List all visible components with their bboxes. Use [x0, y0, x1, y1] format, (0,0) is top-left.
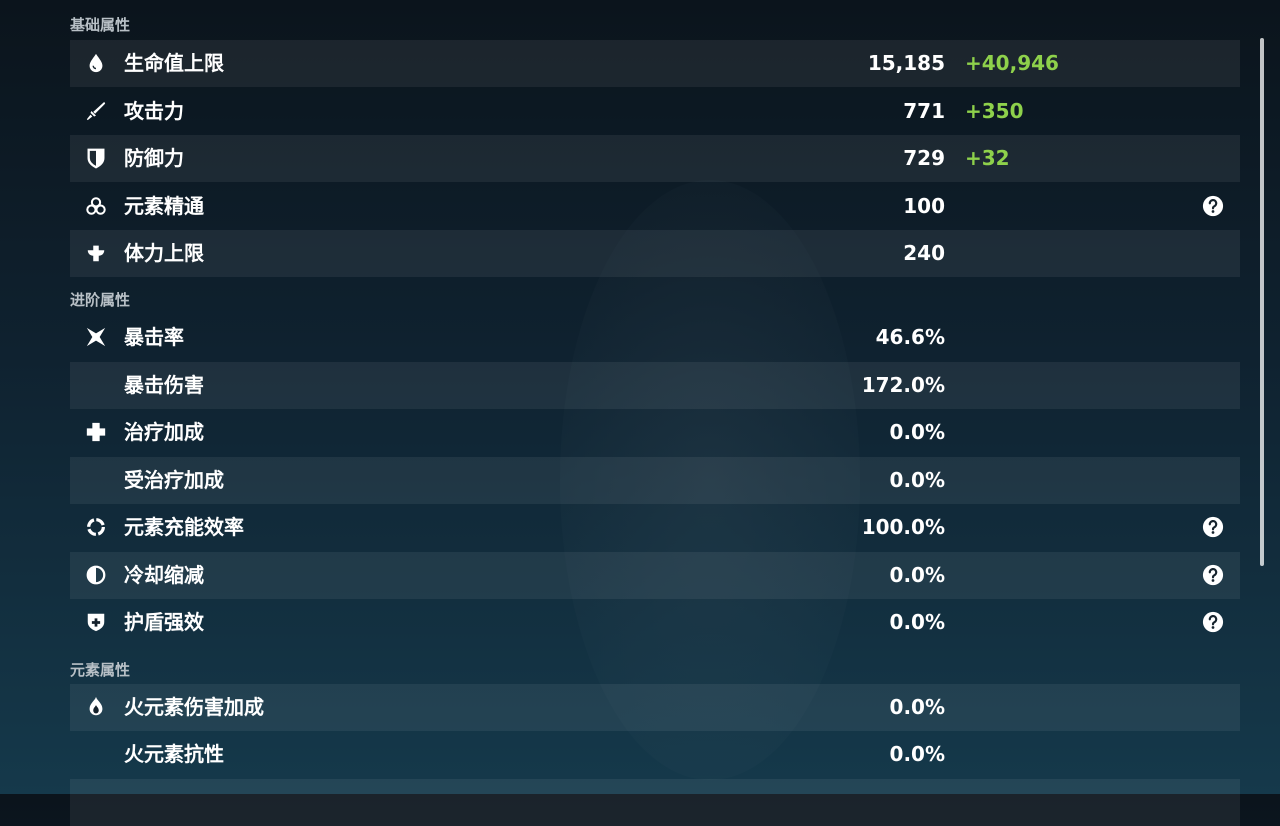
- stamina-icon: [87, 245, 105, 262]
- stat-value: 172.0%: [861, 373, 945, 397]
- stat-row: 暴击伤害 172.0%: [70, 362, 1240, 409]
- def-icon: [87, 148, 105, 169]
- stat-value: 0.0%: [889, 610, 945, 634]
- stat-row: 受治疗加成 0.0%: [70, 457, 1240, 504]
- stat-value: 0.0%: [889, 563, 945, 587]
- stat-value: 240: [903, 241, 945, 265]
- hp-icon: [89, 53, 103, 73]
- stat-label: 体力上限: [124, 241, 204, 265]
- help-button[interactable]: [1202, 564, 1224, 586]
- stat-row: 生命值上限 15,185 +40,946: [70, 40, 1240, 87]
- stat-label: 冷却缩减: [124, 563, 204, 587]
- stat-value: 100: [903, 194, 945, 218]
- help-button[interactable]: [1202, 516, 1224, 538]
- stat-row: 护盾强效 0.0%: [70, 599, 1240, 646]
- shield-icon: [87, 613, 105, 632]
- stat-label: 生命值上限: [124, 51, 224, 75]
- stat-row: 治疗加成 0.0%: [70, 409, 1240, 456]
- section-title: 元素属性: [70, 661, 131, 679]
- stat-value: 0.0%: [889, 468, 945, 492]
- stat-label: 暴击率: [124, 325, 184, 349]
- stat-label: 火元素抗性: [124, 742, 224, 766]
- atk-icon: [86, 101, 106, 121]
- stat-row: 暴击率 46.6%: [70, 314, 1240, 361]
- stat-value: 771: [903, 99, 945, 123]
- stat-value: 100.0%: [861, 515, 945, 539]
- stat-bonus: +40,946: [965, 51, 1059, 75]
- pyro-icon: [89, 696, 103, 716]
- section-title: 基础属性: [70, 16, 131, 34]
- energy-icon: [87, 518, 105, 536]
- stat-value: 46.6%: [875, 325, 945, 349]
- stat-row: 元素精通 100: [70, 183, 1240, 230]
- crit-rate-icon: [86, 327, 106, 347]
- scrollbar[interactable]: [1260, 38, 1264, 566]
- em-icon: [86, 197, 106, 215]
- stat-value: 0.0%: [889, 695, 945, 719]
- stat-label: 火元素伤害加成: [124, 695, 264, 719]
- stat-label: 防御力: [124, 146, 184, 170]
- stat-bonus: +350: [965, 99, 1024, 123]
- stat-row: 冷却缩减 0.0%: [70, 552, 1240, 599]
- stat-bonus: +32: [965, 146, 1010, 170]
- page: 基础属性 生命值上限 15,185 +40,946 攻击力 771 +350 防…: [0, 0, 1280, 794]
- stat-label: 攻击力: [124, 99, 184, 123]
- stat-row: 体力上限 240: [70, 230, 1240, 277]
- stat-row: 火元素抗性 0.0%: [70, 731, 1240, 778]
- background-figure: [560, 180, 860, 780]
- healing-icon: [86, 422, 106, 442]
- stat-value: 729: [903, 146, 945, 170]
- cooldown-icon: [86, 565, 106, 585]
- stat-value: 15,185: [867, 51, 945, 75]
- stat-label: 治疗加成: [124, 420, 204, 444]
- stat-value: 0.0%: [889, 742, 945, 766]
- help-button[interactable]: [1202, 611, 1224, 633]
- stat-row-partial: [70, 779, 1240, 826]
- stat-row: 防御力 729 +32: [70, 135, 1240, 182]
- help-button[interactable]: [1202, 195, 1224, 217]
- stat-label: 元素精通: [124, 194, 204, 218]
- stat-value: 0.0%: [889, 420, 945, 444]
- stat-row: 火元素伤害加成 0.0%: [70, 684, 1240, 731]
- stat-label: 暴击伤害: [124, 373, 204, 397]
- stat-row: 元素充能效率 100.0%: [70, 504, 1240, 551]
- section-title: 进阶属性: [70, 291, 131, 309]
- stat-label: 元素充能效率: [124, 515, 244, 539]
- stat-label: 受治疗加成: [124, 468, 224, 492]
- stat-row: 攻击力 771 +350: [70, 88, 1240, 135]
- stat-label: 护盾强效: [124, 610, 204, 634]
